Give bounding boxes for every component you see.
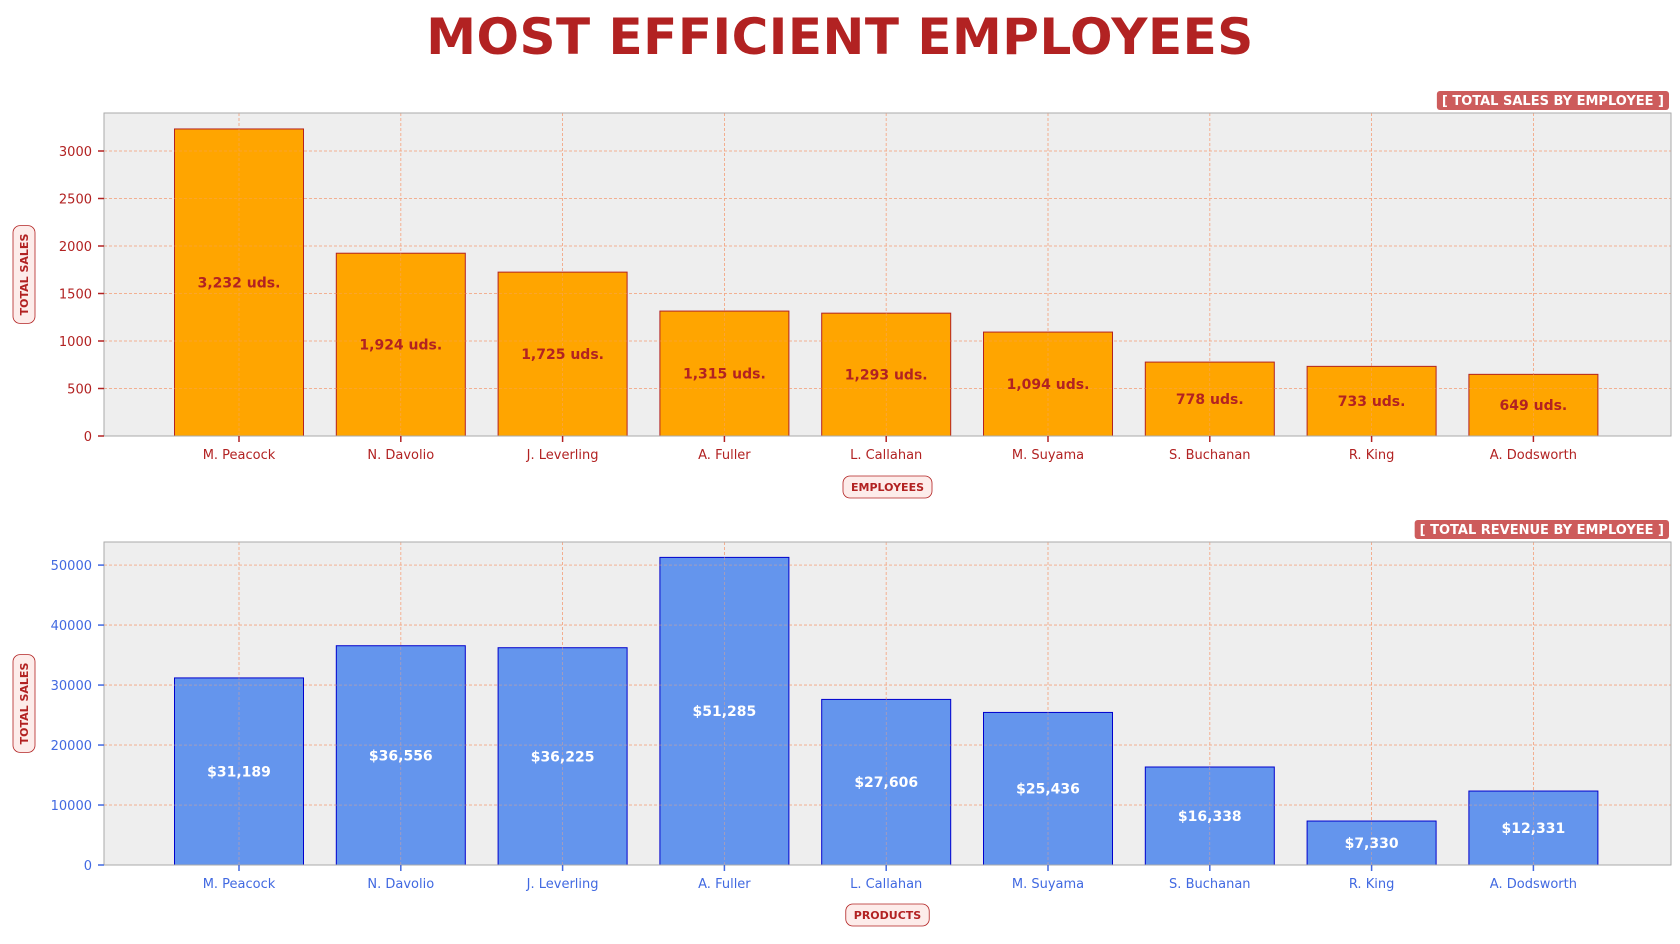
y-tick-label: 3000 (59, 145, 92, 160)
y-tick-label: 500 (67, 383, 92, 398)
y-tick-label: 1500 (59, 288, 92, 303)
x-tick-label: R. King (1349, 448, 1394, 463)
x-axis-title: PRODUCTS (854, 909, 922, 922)
y-axis-title-box (12, 225, 36, 324)
y-tick-label: 0 (84, 859, 92, 874)
bar-data-label: 649 uds. (1500, 398, 1568, 414)
y-axis-title: TOTAL SALES (18, 663, 31, 745)
bar-data-label: $7,330 (1345, 836, 1399, 852)
bar-data-label: $51,285 (693, 704, 757, 720)
x-tick-label: L. Callahan (850, 448, 922, 463)
y-axis-title: TOTAL SALES (18, 234, 31, 316)
chart-badge (1414, 520, 1669, 539)
x-tick-label: L. Callahan (850, 877, 922, 892)
y-tick-label: 10000 (51, 799, 92, 814)
y-axis-title-group: TOTAL SALES (12, 225, 36, 324)
bar-data-label: $31,189 (207, 764, 271, 780)
chart-badge-label: [ TOTAL SALES BY EMPLOYEE ] (1442, 94, 1664, 109)
bar-data-label: 1,293 uds. (845, 368, 928, 384)
x-axis-title-box (842, 475, 933, 499)
bar-data-label: $12,331 (1502, 821, 1566, 837)
y-axis-title-group: TOTAL SALES (12, 654, 36, 753)
bar-data-label: $36,556 (369, 748, 433, 764)
y-tick-label: 0 (84, 430, 92, 445)
x-axis-title-box (845, 903, 930, 927)
bar-data-label: 1,094 uds. (1007, 377, 1090, 393)
y-tick-label: 2000 (59, 240, 92, 255)
bar-data-label: 778 uds. (1176, 392, 1244, 408)
x-axis-title: EMPLOYEES (851, 481, 924, 494)
y-tick-label: 40000 (51, 619, 92, 634)
bar-data-label: 733 uds. (1338, 394, 1406, 410)
bar-data-label: 1,315 uds. (683, 367, 766, 383)
plot-frame (103, 541, 1672, 866)
chart-badge (1436, 91, 1669, 110)
x-tick-label: A. Fuller (698, 877, 751, 892)
bar-data-label: $27,606 (854, 775, 918, 791)
x-tick-label: M. Suyama (1012, 877, 1084, 892)
y-tick-label: 20000 (51, 739, 92, 754)
x-tick-label: A. Dodsworth (1490, 448, 1577, 463)
x-tick-label: S. Buchanan (1169, 877, 1250, 892)
x-tick-label: M. Peacock (203, 877, 276, 892)
x-tick-label: M. Peacock (203, 448, 276, 463)
chart-badge-label: [ TOTAL REVENUE BY EMPLOYEE ] (1420, 523, 1664, 538)
plot-frame (103, 112, 1672, 437)
bar-data-label: $36,225 (531, 749, 595, 765)
x-tick-label: M. Suyama (1012, 448, 1084, 463)
bar-data-label: 1,924 uds. (359, 338, 442, 354)
y-tick-label: 2500 (59, 193, 92, 208)
x-tick-label: A. Dodsworth (1490, 877, 1577, 892)
x-tick-label: J. Leverling (526, 448, 599, 463)
page-title: MOST EFFICIENT EMPLOYEES (426, 8, 1254, 66)
bar-data-label: 3,232 uds. (198, 275, 281, 291)
y-axis-title-box (12, 654, 36, 753)
x-tick-label: R. King (1349, 877, 1394, 892)
x-tick-label: N. Davolio (367, 448, 434, 463)
bar-data-label: $25,436 (1016, 782, 1080, 798)
x-tick-label: A. Fuller (698, 448, 751, 463)
x-tick-label: N. Davolio (367, 877, 434, 892)
bar-data-label: $16,338 (1178, 809, 1242, 825)
y-tick-label: 1000 (59, 335, 92, 350)
y-tick-label: 50000 (51, 559, 92, 574)
x-tick-label: S. Buchanan (1169, 448, 1250, 463)
x-tick-label: J. Leverling (526, 877, 599, 892)
bar-data-label: 1,725 uds. (521, 347, 604, 363)
y-tick-label: 30000 (51, 679, 92, 694)
